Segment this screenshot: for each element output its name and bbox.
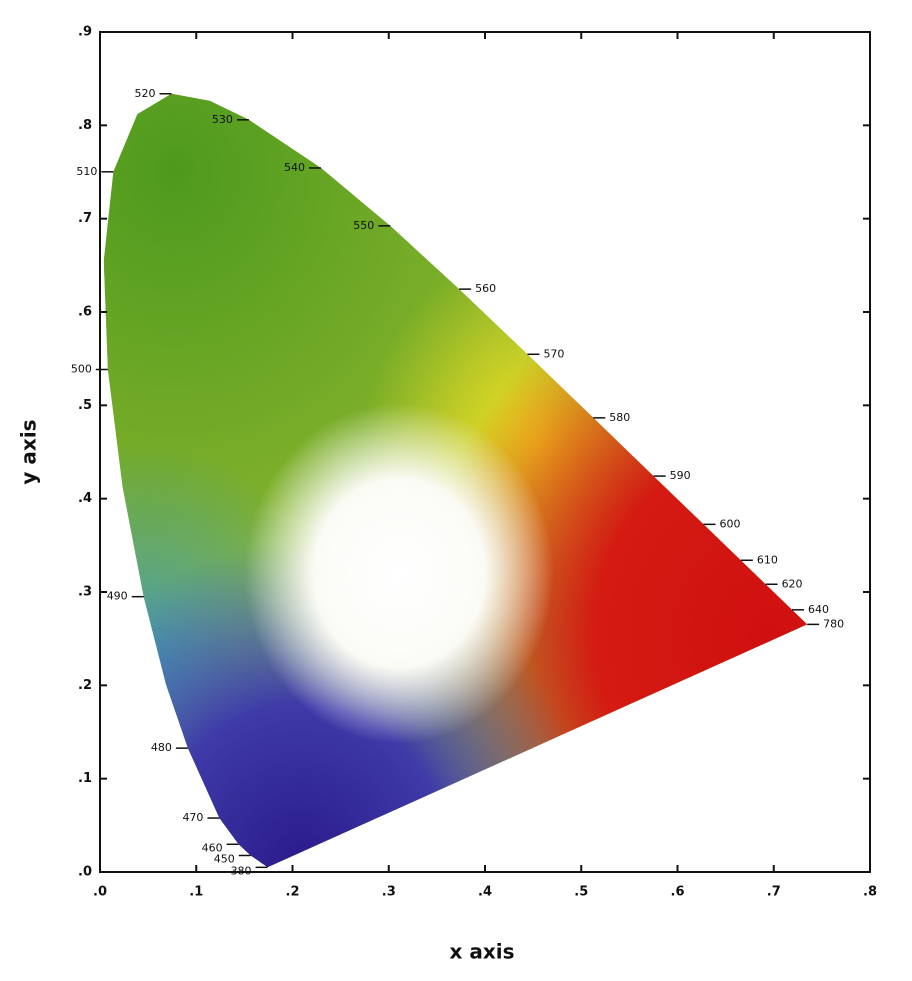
y-tick-label: .8 bbox=[78, 118, 92, 133]
x-axis-title: x axis bbox=[449, 940, 514, 964]
y-axis-title: y axis bbox=[17, 419, 41, 484]
x-tick-label: .4 bbox=[478, 885, 492, 900]
x-tick-label: .7 bbox=[767, 885, 781, 900]
wavelength-label: 560 bbox=[475, 282, 496, 295]
wavelength-label: 470 bbox=[182, 811, 203, 824]
wavelength-label: 520 bbox=[135, 87, 156, 100]
wavelength-label: 570 bbox=[543, 347, 564, 360]
x-tick-label: .2 bbox=[286, 885, 300, 900]
wavelength-label: 480 bbox=[151, 741, 172, 754]
y-tick-label: .4 bbox=[78, 491, 92, 506]
wavelength-label: 490 bbox=[107, 590, 128, 603]
wavelength-label: 780 bbox=[823, 617, 844, 630]
wavelength-label: 450 bbox=[214, 852, 235, 865]
wavelength-label: 530 bbox=[212, 113, 233, 126]
wavelength-label: 540 bbox=[284, 161, 305, 174]
wavelength-label: 600 bbox=[719, 517, 740, 530]
wavelength-label: 510 bbox=[76, 165, 97, 178]
x-tick-label: .8 bbox=[863, 885, 877, 900]
y-tick-label: .6 bbox=[78, 305, 92, 320]
x-tick-label: .1 bbox=[189, 885, 203, 900]
color-fill bbox=[103, 93, 808, 868]
wavelength-label: 620 bbox=[782, 577, 803, 590]
wavelength-label: 610 bbox=[757, 553, 778, 566]
x-tick-label: .3 bbox=[382, 885, 396, 900]
wavelength-label: 550 bbox=[353, 219, 374, 232]
x-tick-label: .6 bbox=[671, 885, 685, 900]
x-tick-label: .0 bbox=[93, 885, 107, 900]
y-tick-label: .7 bbox=[78, 211, 92, 226]
wavelength-label: 590 bbox=[670, 469, 691, 482]
y-tick-label: .1 bbox=[78, 771, 92, 786]
wavelength-label: 640 bbox=[808, 603, 829, 616]
wavelength-label: 580 bbox=[609, 411, 630, 424]
y-tick-label: .3 bbox=[78, 585, 92, 600]
y-tick-label: .2 bbox=[78, 678, 92, 693]
wavelength-label: 500 bbox=[71, 362, 92, 375]
y-tick-label: .5 bbox=[78, 398, 92, 413]
y-tick-label: .9 bbox=[78, 25, 92, 40]
x-tick-label: .5 bbox=[574, 885, 588, 900]
wavelength-label: 460 bbox=[202, 841, 223, 854]
wavelength-label: 380 bbox=[231, 864, 252, 877]
y-tick-label: .0 bbox=[78, 865, 92, 880]
